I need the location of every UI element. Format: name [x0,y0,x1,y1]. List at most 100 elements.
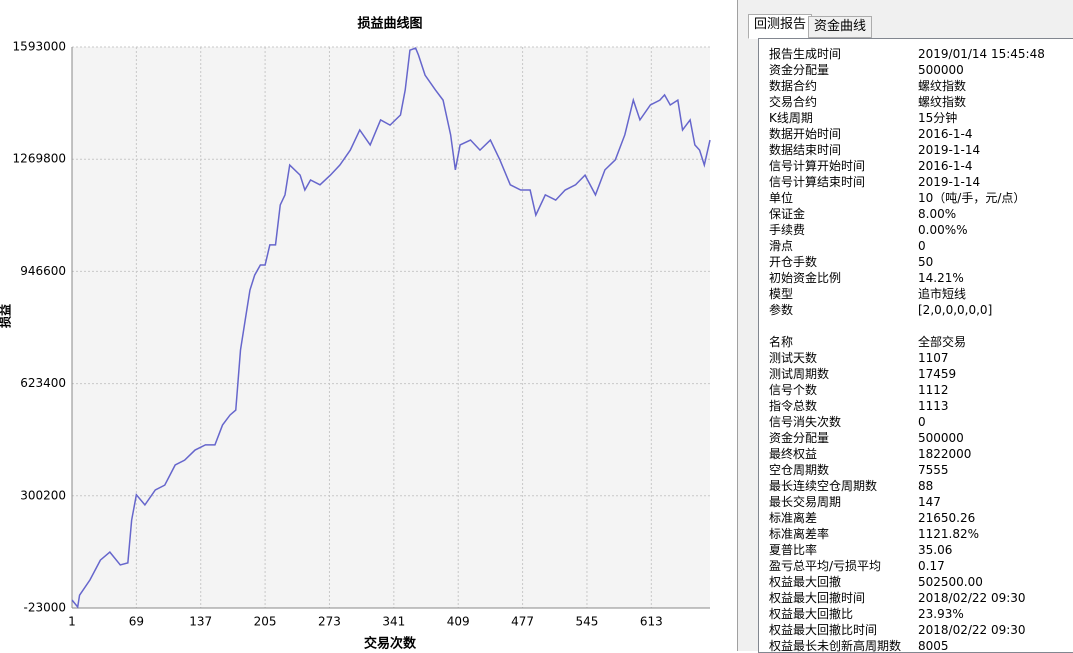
report-panel: 回测报告 资金曲线 报告生成时间 2019/01/14 15:45:48 资金分配量 5… [737,0,1073,653]
row-value: 8005 [918,639,949,653]
row-key: 信号计算开始时间 [769,159,866,173]
row-key: 资金分配量 [769,431,830,445]
row-value: 2016-1-4 [918,159,973,173]
y-tick-label: -23000 [23,601,66,615]
row-value: 500000 [918,63,964,77]
row-key: 夏普比率 [769,543,818,557]
row-key: 模型 [769,287,794,301]
row-key: 数据结束时间 [769,143,842,157]
row-value: 2016-1-4 [918,127,973,141]
x-tick-label: 409 [447,615,470,629]
row-key: 测试周期数 [769,367,830,381]
x-axis-label: 交易次数 [364,636,417,652]
row-key: 权益最大回撤比 [769,607,854,621]
row-value: 0.00%% [918,223,968,237]
row-key: 单位 [769,191,794,205]
row-value: 1113 [918,399,949,413]
x-tick-label: 69 [129,615,144,629]
row-value: 1822000 [918,447,972,461]
row-value: 0 [918,415,926,429]
row-key: 名称 [769,335,794,349]
row-value: 21650.26 [918,511,976,525]
row-key: 资金分配量 [769,63,830,77]
row-key: 滑点 [769,239,794,253]
row-value: 500000 [918,431,964,445]
row-key: 空仓周期数 [769,463,830,477]
x-tick-label: 477 [511,615,534,629]
row-key: 标准离差 [769,511,818,525]
row-value: 1107 [918,351,949,365]
row-key: 信号个数 [769,383,818,397]
row-key: 盈亏总平均/亏损平均 [769,559,882,573]
y-tick-label: 1593000 [13,40,66,54]
row-value: 2019-1-14 [918,143,981,157]
row-key: 最长连续空仓周期数 [769,479,878,493]
row-key: 信号消失次数 [769,415,842,429]
y-tick-label: 946600 [20,264,66,278]
y-tick-label: 1269800 [13,152,66,166]
x-tick-label: 205 [254,615,277,629]
row-value: 23.93% [918,607,964,621]
row-value: 147 [918,495,941,509]
row-value: 50 [918,255,934,269]
row-value: 0.17 [918,559,945,573]
row-value: 2018/02/22 09:30 [918,623,1026,637]
x-tick-label: 137 [189,615,212,629]
row-key: 报告生成时间 [769,47,842,61]
x-tick-label: 613 [640,615,663,629]
row-value: 17459 [918,367,957,381]
row-key: 初始资金比例 [769,271,842,285]
y-tick-label: 623400 [20,376,66,390]
row-key: 交易合约 [769,95,818,109]
row-value: 追市短线 [918,287,967,301]
series-line [71,47,711,609]
row-key: 指令总数 [769,399,818,413]
row-key: 数据合约 [769,79,818,93]
row-key: 数据开始时间 [769,127,842,141]
row-key: 权益最大回撤时间 [769,591,866,605]
row-key: 手续费 [769,223,806,237]
chart: 损益曲线图 交易次数 损益 -2300030020062340094660012… [0,16,711,652]
row-value: 88 [918,479,934,493]
row-value: 全部交易 [918,335,967,349]
row-key: 保证金 [769,207,806,221]
tab[interactable]: 资金曲线 [808,16,873,38]
row-value: 14.21% [918,271,964,285]
row-value: [2,0,0,0,0,0] [918,303,993,317]
row-key: 权益最大回撤 [769,575,842,589]
row-value: 1121.82% [918,527,980,541]
row-value: 螺纹指数 [918,95,967,109]
chart-title: 损益曲线图 [357,16,422,32]
row-key: 参数 [769,303,794,317]
row-value: 502500.00 [918,575,983,589]
row-value: 2019/01/14 15:45:48 [918,47,1045,61]
row-value: 2018/02/22 09:30 [918,591,1026,605]
row-key: 开仓手数 [769,255,818,269]
row-value: 1112 [918,383,949,397]
row-value: 35.06 [918,543,953,557]
row-value: 10（吨/手，元/点） [918,191,1026,205]
tab[interactable]: 回测报告 [748,14,813,39]
row-key: 权益最大回撤比时间 [769,623,878,637]
y-tick-label: 300200 [20,488,66,502]
row-key: K线周期 [769,111,813,125]
row-key: 最终权益 [769,447,818,461]
row-value: 0 [918,239,926,253]
row-value: 7555 [918,463,949,477]
x-tick-label: 545 [575,615,598,629]
row-value: 8.00% [918,207,957,221]
row-key: 权益最长未创新高周期数 [769,639,902,653]
row-key: 测试天数 [769,351,818,365]
row-value: 螺纹指数 [918,79,967,93]
plot-area [72,47,710,608]
row-value: 2019-1-14 [918,175,981,189]
x-tick-label: 341 [382,615,405,629]
row-key: 信号计算结束时间 [769,175,866,189]
x-tick-label: 1 [68,615,76,629]
report-list: 报告生成时间 2019/01/14 15:45:48 资金分配量 500000 数据合约… [758,38,1073,653]
y-axis-label: 损益 [0,304,13,328]
row-value: 15分钟 [918,111,958,125]
row-key: 最长交易周期 [769,495,842,509]
row-key: 标准离差率 [769,527,830,541]
